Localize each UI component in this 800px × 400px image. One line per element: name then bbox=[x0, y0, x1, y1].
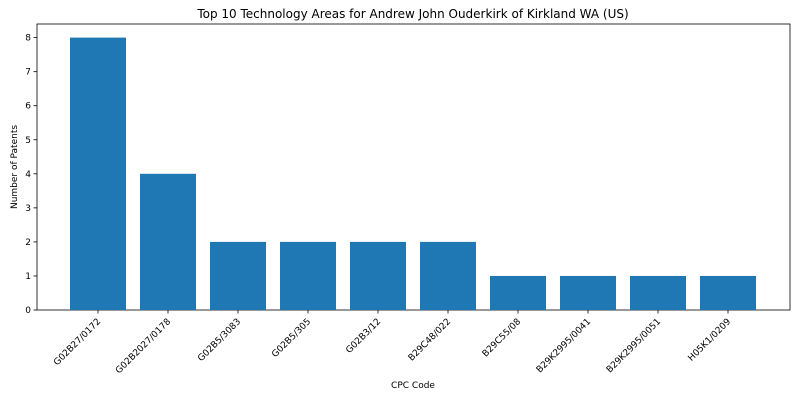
plot-area: 0 1 2 3 4 5 6 7 8 G02B27/0172G02B2027/0178 G02B5/… bbox=[25, 24, 790, 376]
y-ticks-group: 0 1 2 3 4 5 6 7 8 bbox=[25, 34, 37, 316]
y-tick-label: 5 bbox=[25, 136, 31, 146]
chart-container: Top 10 Technology Areas for Andrew John … bbox=[0, 0, 800, 400]
bars-group bbox=[70, 38, 756, 310]
bar bbox=[140, 174, 196, 310]
bar bbox=[560, 276, 616, 310]
bar bbox=[280, 242, 336, 310]
y-tick-label: 8 bbox=[25, 34, 31, 44]
y-tick-label: 2 bbox=[25, 238, 31, 248]
x-tick-label: B29K2995/0051 bbox=[605, 317, 663, 375]
x-tick-label: G02B5/3083 bbox=[196, 317, 243, 364]
bar bbox=[350, 242, 406, 310]
x-tick-label: G02B3/12 bbox=[344, 317, 383, 356]
x-ticks-group: G02B27/0172G02B2027/0178 G02B5/3083 G02B5/… bbox=[52, 310, 733, 376]
bar bbox=[70, 38, 126, 310]
y-tick-label: 0 bbox=[25, 306, 31, 316]
bar bbox=[490, 276, 546, 310]
chart-title: Top 10 Technology Areas for Andrew John … bbox=[196, 7, 628, 21]
x-tick-label: G02B2027/0178 bbox=[114, 317, 173, 376]
bar bbox=[700, 276, 756, 310]
bar bbox=[420, 242, 476, 310]
bar-chart: Top 10 Technology Areas for Andrew John … bbox=[0, 0, 800, 400]
x-tick-label: G02B5/305 bbox=[270, 317, 313, 360]
y-axis-label: Number of Patents bbox=[10, 125, 20, 209]
y-tick-label: 4 bbox=[25, 170, 31, 180]
y-tick-label: 7 bbox=[25, 68, 31, 78]
y-tick-label: 3 bbox=[25, 204, 31, 214]
x-tick-label: H05K1/0209 bbox=[687, 317, 734, 364]
y-tick-label: 6 bbox=[25, 102, 31, 112]
x-tick-label: G02B27/0172 bbox=[52, 317, 103, 368]
x-tick-label: B29C55/08 bbox=[481, 317, 524, 360]
x-axis-label: CPC Code bbox=[391, 381, 435, 391]
y-tick-label: 1 bbox=[25, 272, 31, 282]
x-tick-label: B29C48/022 bbox=[407, 317, 453, 363]
x-tick-label: B29K2995/0041 bbox=[535, 317, 593, 375]
bar bbox=[630, 276, 686, 310]
bar bbox=[210, 242, 266, 310]
